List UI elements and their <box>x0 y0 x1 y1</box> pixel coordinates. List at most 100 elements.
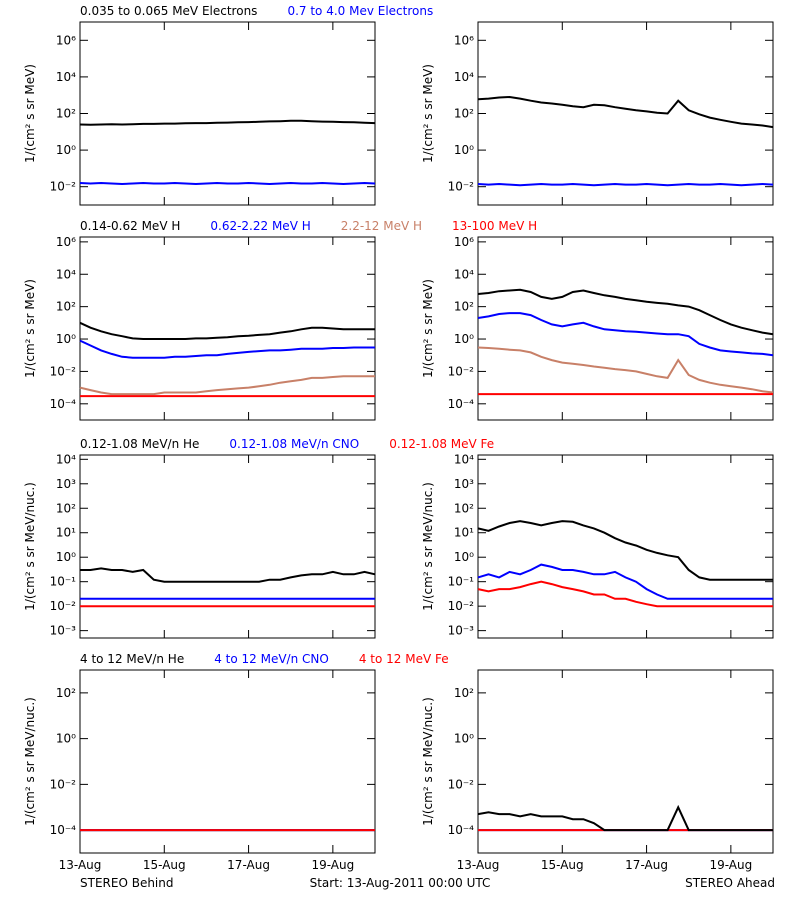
plot-frame <box>477 236 774 421</box>
footer-right: STEREO Ahead <box>685 876 775 890</box>
legend-entry: 4 to 12 MeV/n CNO <box>214 652 329 666</box>
y-tick-label: 10⁻² <box>50 777 77 791</box>
series-line <box>79 119 376 126</box>
y-tick-label: 10⁻⁴ <box>448 823 475 837</box>
y-tick-label: 10⁻¹ <box>50 575 77 589</box>
series-line <box>79 375 375 396</box>
y-axis-label: 1/(cm² s sr MeV/nuc.) <box>421 482 435 611</box>
y-tick-label: 10⁻² <box>448 180 475 194</box>
y-tick-label: 10⁰ <box>454 332 474 346</box>
y-tick-label: 10² <box>454 686 474 700</box>
legend-entry: 0.7 to 4.0 Mev Electrons <box>287 4 433 18</box>
y-axis-label: 1/(cm² s sr MeV) <box>421 64 435 163</box>
x-tick-label: 15-Aug <box>541 858 584 872</box>
series-line <box>79 181 376 186</box>
y-tick-label: 10⁴ <box>56 70 76 84</box>
series-line <box>477 580 773 608</box>
y-axis-label: 1/(cm² s sr MeV) <box>23 64 37 163</box>
y-tick-label: 10⁻⁴ <box>448 397 475 411</box>
footer-center: Start: 13-Aug-2011 00:00 UTC <box>310 876 491 890</box>
plot-frame <box>477 21 774 206</box>
legend-entry: 0.62-2.22 MeV H <box>210 219 310 233</box>
y-tick-label: 10⁻² <box>448 364 475 378</box>
y-axis-label: 1/(cm² s sr MeV/nuc.) <box>23 482 37 611</box>
legend-entry: 4 to 12 MeV/n He <box>80 652 184 666</box>
y-tick-label: 10⁻² <box>50 180 77 194</box>
plot-frame <box>79 669 376 854</box>
x-tick-label: 17-Aug <box>227 858 270 872</box>
y-tick-label: 10² <box>454 501 474 515</box>
legend-entry: 2.2-12 MeV H <box>341 219 422 233</box>
series-line <box>477 346 774 394</box>
y-tick-label: 10⁴ <box>454 70 474 84</box>
legend-entry: 0.14-0.62 MeV H <box>80 219 180 233</box>
series-line <box>477 563 773 600</box>
y-tick-label: 10² <box>454 107 474 121</box>
y-tick-label: 10⁻² <box>448 599 475 613</box>
plot-frame <box>477 454 774 639</box>
y-tick-label: 10² <box>56 300 76 314</box>
y-axis-label: 1/(cm² s sr MeV) <box>23 279 37 378</box>
series-line <box>79 321 375 340</box>
y-tick-label: 10⁴ <box>56 267 76 281</box>
y-axis-label: 1/(cm² s sr MeV/nuc.) <box>23 697 37 826</box>
y-tick-label: 10⁰ <box>56 143 76 157</box>
y-tick-label: 10⁶ <box>56 235 76 249</box>
y-tick-label: 10⁴ <box>454 267 474 281</box>
y-tick-label: 10⁰ <box>454 143 474 157</box>
y-tick-label: 10⁻⁴ <box>50 397 77 411</box>
series-line <box>79 339 375 359</box>
y-tick-label: 10² <box>56 501 76 515</box>
y-tick-label: 10⁴ <box>454 452 474 466</box>
y-tick-label: 10⁻¹ <box>448 575 475 589</box>
y-tick-label: 10⁴ <box>56 452 76 466</box>
y-tick-label: 10⁻² <box>448 777 475 791</box>
plot-frame <box>79 21 376 206</box>
y-tick-label: 10⁻³ <box>448 624 475 638</box>
y-tick-label: 10⁻² <box>50 364 77 378</box>
series-line <box>80 567 376 583</box>
legend-entry: 0.035 to 0.065 MeV Electrons <box>80 4 257 18</box>
y-tick-label: 10⁶ <box>56 33 76 47</box>
y-tick-label: 10⁰ <box>56 332 76 346</box>
series-line <box>477 312 774 357</box>
y-tick-label: 10⁰ <box>454 732 474 746</box>
footer-left: STEREO Behind <box>80 876 174 890</box>
y-tick-label: 10⁰ <box>56 550 76 564</box>
y-tick-label: 10⁰ <box>56 732 76 746</box>
y-tick-label: 10⁶ <box>454 33 474 47</box>
y-tick-label: 10⁰ <box>454 550 474 564</box>
y-tick-label: 10⁶ <box>454 235 474 249</box>
x-tick-label: 19-Aug <box>709 858 752 872</box>
plot-frame <box>79 454 376 639</box>
x-tick-label: 17-Aug <box>625 858 668 872</box>
x-tick-label: 19-Aug <box>311 858 354 872</box>
y-tick-label: 10¹ <box>454 526 474 540</box>
y-tick-label: 10⁻² <box>50 599 77 613</box>
y-tick-label: 10¹ <box>56 526 76 540</box>
x-tick-label: 15-Aug <box>143 858 186 872</box>
y-tick-label: 10² <box>56 107 76 121</box>
series-line <box>477 288 774 336</box>
series-line <box>477 520 773 581</box>
series-line <box>477 804 773 832</box>
legend-entry: 4 to 12 MeV Fe <box>359 652 449 666</box>
x-tick-label: 13-Aug <box>457 858 500 872</box>
y-tick-label: 10⁻³ <box>50 624 77 638</box>
legend-entry: 0.12-1.08 MeV/n CNO <box>229 437 359 451</box>
y-tick-label: 10² <box>454 300 474 314</box>
y-tick-label: 10⁻⁴ <box>50 823 77 837</box>
y-tick-label: 10² <box>56 686 76 700</box>
y-axis-label: 1/(cm² s sr MeV) <box>421 279 435 378</box>
legend-entry: 13-100 MeV H <box>452 219 537 233</box>
y-axis-label: 1/(cm² s sr MeV/nuc.) <box>421 697 435 826</box>
x-tick-label: 13-Aug <box>59 858 102 872</box>
y-tick-label: 10³ <box>56 477 76 491</box>
series-line <box>477 182 774 187</box>
legend-entry: 0.12-1.08 MeV/n He <box>80 437 199 451</box>
plot-frame <box>477 669 774 854</box>
legend-entry: 0.12-1.08 MeV Fe <box>389 437 494 451</box>
series-line <box>477 95 774 129</box>
